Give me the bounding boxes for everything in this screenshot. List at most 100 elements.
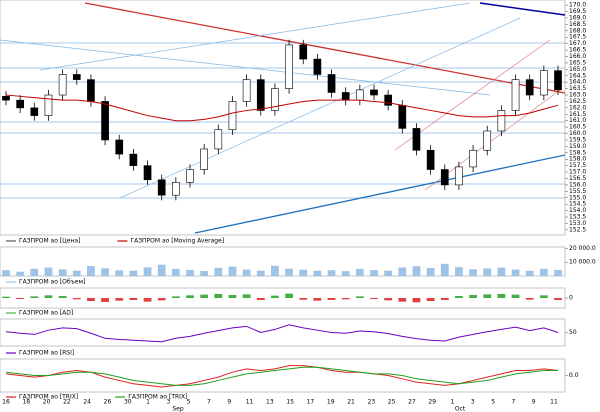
y-tick-label: 163.0 (569, 92, 586, 99)
candle-body (2, 96, 10, 101)
candle-body (129, 153, 138, 166)
bar (143, 267, 152, 276)
x-tick-label: 19 (327, 399, 335, 406)
bar (115, 298, 124, 301)
trix-panel (0, 358, 566, 393)
bar (525, 270, 534, 276)
candle-body (469, 149, 477, 168)
y-tick-label: 169.5 (569, 8, 586, 15)
bar (525, 298, 534, 300)
candle-body (554, 70, 562, 91)
x-tick-label: 23 (368, 399, 376, 406)
x-tick-label: 22 (63, 399, 71, 406)
series-line (5, 94, 559, 122)
bar (511, 269, 520, 276)
y-tick-label: 159.5 (569, 136, 586, 143)
bar (341, 298, 350, 300)
y-tick-label: 163.5 (569, 85, 586, 92)
annotations (0, 2, 566, 234)
candle-body (157, 179, 166, 196)
y-tick-label: 157.0 (569, 169, 586, 176)
legend-label: ГАЗПРОМ ао [TRIX] (128, 394, 187, 401)
y-tick-label: 158.5 (569, 149, 586, 156)
x-tick-label: 1 (451, 399, 455, 406)
bar (2, 296, 10, 298)
bar (16, 298, 25, 299)
legend-label: ГАЗПРОМ ао [Цена] (19, 238, 80, 245)
bar (426, 298, 435, 301)
candle-body (341, 92, 350, 101)
bar (30, 296, 39, 298)
bar (355, 296, 364, 298)
x-tick-label: 29 (428, 399, 436, 406)
y-tick-label: 166.0 (569, 53, 586, 60)
candle-body (299, 44, 308, 60)
bar (101, 298, 109, 302)
bar (186, 295, 194, 298)
candle-body (356, 89, 364, 101)
bar (398, 267, 407, 276)
bar (271, 295, 279, 298)
candle-body (101, 101, 109, 141)
y-tick-label: 154.0 (569, 207, 586, 214)
bar (228, 266, 237, 276)
legend-label: ГАЗПРОМ ао [Объем] (19, 279, 85, 286)
candle-body (186, 169, 194, 183)
y-tick-label: 156.5 (569, 175, 586, 182)
bar (101, 268, 109, 276)
candle-body (525, 79, 534, 96)
bar (242, 294, 251, 298)
y-tick-label: 152.5 (569, 226, 586, 233)
y-tick-label: 156.0 (569, 181, 586, 188)
y-tick-label: 0.0 (569, 372, 579, 379)
candle-body (398, 105, 407, 129)
x-tick-label: 24 (83, 399, 91, 406)
x-tick-label: 11 (246, 399, 254, 406)
x-tick-label: 26 (104, 399, 112, 406)
bar (58, 269, 67, 276)
series-line (5, 365, 559, 388)
candle-body (497, 110, 506, 132)
candle-body (16, 99, 24, 109)
bar (186, 269, 194, 276)
y-tick-label: 155.0 (569, 194, 586, 201)
bar (440, 263, 449, 276)
candle-body (200, 148, 208, 170)
bar (256, 270, 265, 276)
bar (44, 295, 53, 298)
bar (511, 294, 520, 298)
y-tick-label: 10 000.0 (569, 259, 596, 266)
candle-body (30, 107, 39, 116)
x-tick-label: 1 (146, 399, 150, 406)
y-tick-label: 168.0 (569, 27, 586, 34)
bar (242, 269, 251, 276)
y-tick-label: 160.5 (569, 124, 586, 131)
bar (313, 298, 322, 301)
bar (412, 266, 421, 276)
y-tick-label: 50 (569, 329, 577, 336)
y-tick-label: 162.0 (569, 104, 586, 111)
x-tick-label: 5 (187, 399, 191, 406)
bar (171, 268, 180, 276)
bar (412, 298, 421, 303)
y-tick-label: 166.5 (569, 47, 586, 54)
candle-body (87, 79, 95, 102)
y-tick-label: 161.0 (569, 117, 586, 124)
y-tick-label: 154.5 (569, 201, 586, 208)
y-tick-label: 20 000.0 (569, 245, 596, 252)
candle-body (214, 129, 223, 150)
bar (299, 298, 308, 300)
y-tick-label: 170.0 (569, 2, 586, 9)
candle-body (455, 166, 463, 186)
candle-body (483, 130, 492, 151)
bar (539, 295, 548, 298)
y-tick-label: 155.5 (569, 188, 586, 195)
x-tick-label: 30 (124, 399, 132, 406)
y-tick-label: 159.0 (569, 143, 586, 150)
bar (327, 270, 336, 276)
candle-body (44, 94, 53, 116)
bar (327, 298, 336, 300)
legend-label: ГАЗПРОМ ао [TRIX] (19, 394, 78, 401)
bar (129, 298, 138, 300)
